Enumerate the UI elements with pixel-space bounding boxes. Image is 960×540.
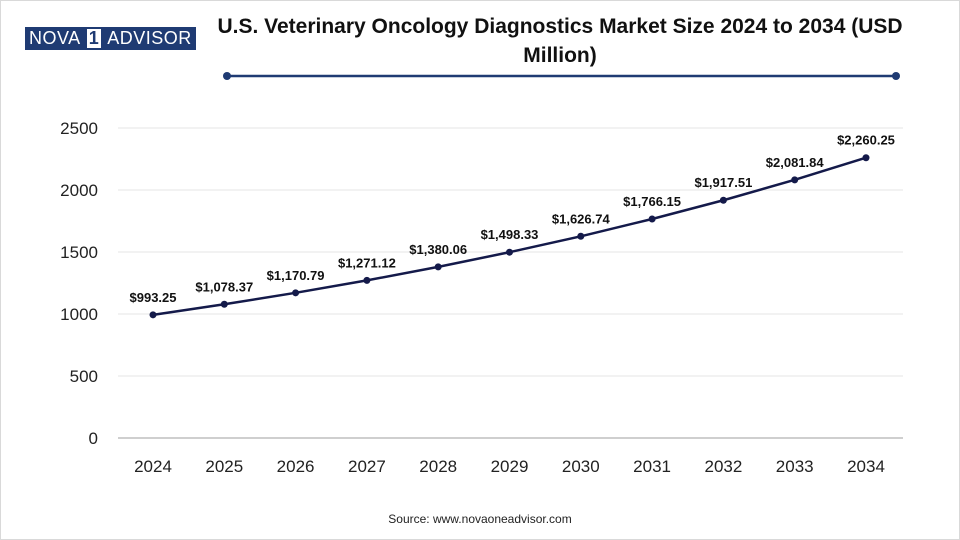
x-tick-label: 2034: [847, 457, 885, 476]
y-tick-label: 2500: [60, 119, 98, 138]
title-rule: [223, 72, 900, 80]
x-tick-label: 2027: [348, 457, 386, 476]
data-point: [292, 289, 300, 297]
x-tick-label: 2029: [491, 457, 529, 476]
x-axis-ticks: 2024 2025 2026 2027 2028 2029 2030 2031 2032 2033…: [134, 457, 885, 476]
data-label: $1,498.33: [481, 227, 539, 242]
x-tick-label: 2031: [633, 457, 671, 476]
x-tick-label: 2025: [205, 457, 243, 476]
data-label: $1,626.74: [552, 211, 611, 226]
data-label: $1,078.37: [195, 279, 253, 294]
data-labels: $993.25 $1,078.37 $1,170.79 $1,271.12 $1,380…: [130, 133, 895, 305]
data-label: $2,260.25: [837, 133, 895, 148]
x-tick-label: 2028: [419, 457, 457, 476]
brand-logo: NOVA 1 ADVISOR: [25, 27, 196, 50]
data-point: [363, 276, 371, 284]
data-label: $993.25: [130, 290, 177, 305]
data-label: $1,917.51: [694, 175, 752, 190]
data-point: [506, 248, 513, 256]
data-label: $1,271.12: [338, 255, 396, 270]
y-tick-label: 1000: [60, 305, 98, 324]
source-note: Source: www.novaoneadvisor.com: [388, 512, 572, 526]
y-tick-label: 1500: [60, 243, 98, 262]
logo-part-a: NOVA: [25, 27, 85, 50]
chart-title: U.S. Veterinary Oncology Diagnostics Mar…: [217, 15, 903, 67]
x-tick-label: 2024: [134, 457, 172, 476]
logo-part-b: 1: [84, 27, 104, 50]
title-rule-dot-right: [892, 72, 900, 80]
data-point: [719, 196, 727, 204]
data-point: [648, 215, 656, 223]
data-label: $1,170.79: [267, 268, 325, 283]
x-tick-label: 2026: [277, 457, 315, 476]
data-label: $1,380.06: [409, 242, 467, 257]
x-tick-label: 2033: [776, 457, 814, 476]
data-points: [149, 154, 870, 319]
data-label: $1,766.15: [623, 194, 681, 209]
y-tick-label: 0: [89, 429, 98, 448]
title-rule-dot-left: [223, 72, 231, 80]
data-point: [791, 176, 799, 184]
data-point: [149, 311, 157, 319]
logo-part-c: ADVISOR: [103, 27, 196, 50]
x-tick-label: 2030: [562, 457, 600, 476]
data-point: [577, 232, 585, 240]
y-axis-ticks: 0 500 1000 1500 2000 2500: [60, 119, 98, 448]
data-point: [220, 300, 228, 308]
data-point: [434, 263, 442, 271]
y-tick-label: 2000: [60, 181, 98, 200]
data-point: [862, 154, 870, 162]
y-tick-label: 500: [70, 367, 98, 386]
x-tick-label: 2032: [704, 457, 742, 476]
data-label: $2,081.84: [766, 155, 825, 170]
